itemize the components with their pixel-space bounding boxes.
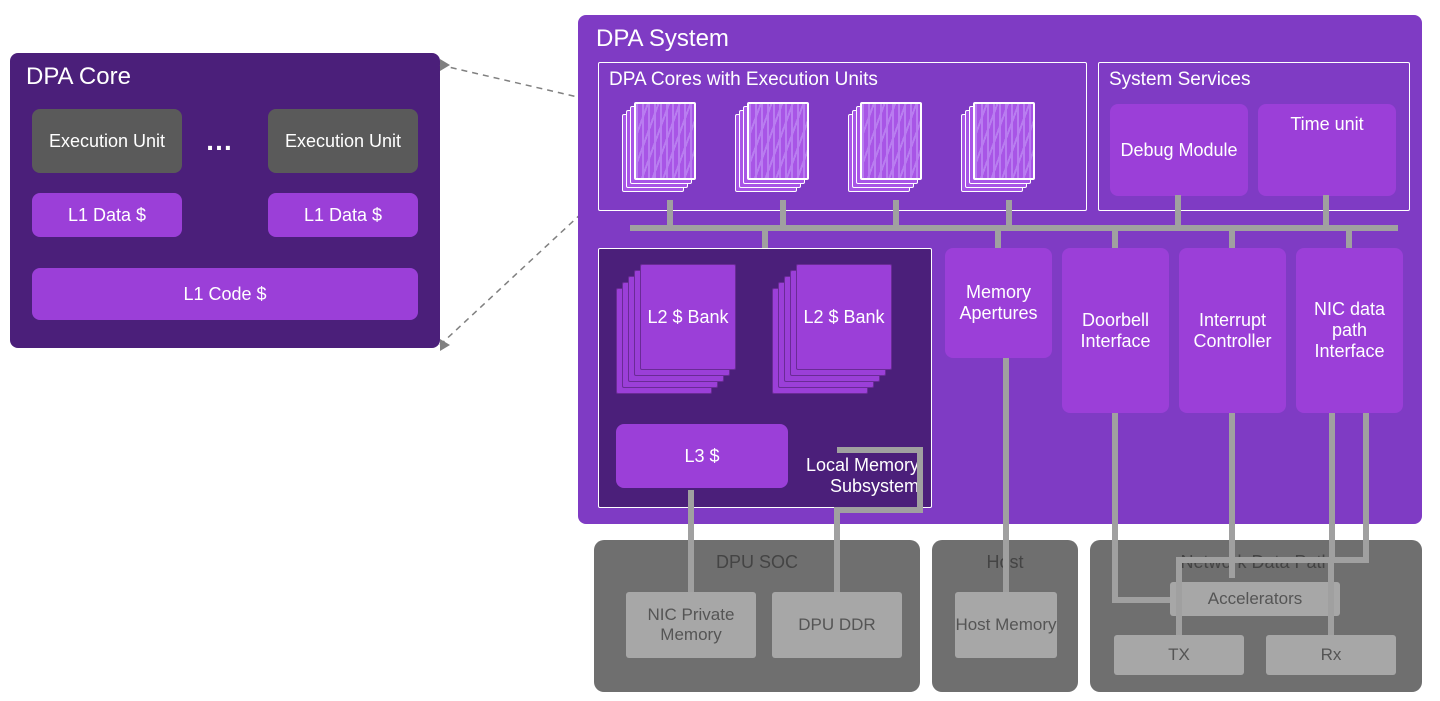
dpa-core-title: DPA Core [26,63,131,91]
time-unit: Time unit [1258,104,1396,196]
host-mem-label: Host Memory [955,615,1056,635]
interrupt-label: Interrupt Controller [1179,310,1286,351]
memory-apertures: Memory Apertures [945,248,1052,358]
core-stack-1 [622,102,700,196]
nic-path-label: NIC data path Interface [1296,299,1403,361]
accelerators: Accelerators [1170,582,1340,616]
dpu-ddr: DPU DDR [772,592,902,658]
nic-private-memory: NIC Private Memory [626,592,756,658]
l3-cache: L3 $ [616,424,788,488]
l1-data-2: L1 Data $ [268,193,418,237]
l1-code: L1 Code $ [32,268,418,320]
doorbell-label: Doorbell Interface [1062,310,1169,351]
rx-label: Rx [1321,645,1342,665]
local-memory-title: Local Memory Subsystem [799,455,919,497]
ellipsis-icon: … [190,113,250,169]
exec-unit-label: Execution Unit [49,131,165,152]
l1-data-label: L1 Data $ [68,205,146,226]
l2-bank-stack-1: L2 $ Bank [616,264,740,398]
host-memory: Host Memory [955,592,1057,658]
time-label: Time unit [1290,114,1363,135]
ndp-title: Network Data Path [1090,552,1422,573]
execution-unit-2: Execution Unit [268,109,418,173]
debug-label: Debug Module [1120,140,1237,161]
l2-label: L2 $ Bank [803,307,884,328]
l1-data-1: L1 Data $ [32,193,182,237]
rx-box: Rx [1266,635,1396,675]
l2-label: L2 $ Bank [647,307,728,328]
ellipsis: … [205,125,235,157]
core-stack-2 [735,102,813,196]
debug-module: Debug Module [1110,104,1248,196]
tx-label: TX [1168,645,1190,665]
dpu-soc-title: DPU SOC [594,552,920,573]
nic-priv-label: NIC Private Memory [626,605,756,645]
tx-box: TX [1114,635,1244,675]
exec-unit-label: Execution Unit [285,131,401,152]
accel-label: Accelerators [1208,589,1302,609]
services-section-title: System Services [1109,69,1250,91]
mem-apertures-label: Memory Apertures [945,282,1052,323]
core-stack-3 [848,102,926,196]
nic-data-path-interface: NIC data path Interface [1296,248,1403,413]
core-stack-4 [961,102,1039,196]
l2-bank-stack-2: L2 $ Bank [772,264,896,398]
execution-unit-1: Execution Unit [32,109,182,173]
l1-code-label: L1 Code $ [183,284,266,305]
dpu-ddr-label: DPU DDR [798,615,875,635]
host-title: Host [932,552,1078,573]
dpa-core-panel: DPA Core Execution Unit … Execution Unit… [10,53,440,348]
dpa-system-title: DPA System [596,25,729,53]
l3-label: L3 $ [684,446,719,467]
cores-section-title: DPA Cores with Execution Units [609,69,878,91]
l1-data-label: L1 Data $ [304,205,382,226]
interrupt-controller: Interrupt Controller [1179,248,1286,413]
doorbell-interface: Doorbell Interface [1062,248,1169,413]
